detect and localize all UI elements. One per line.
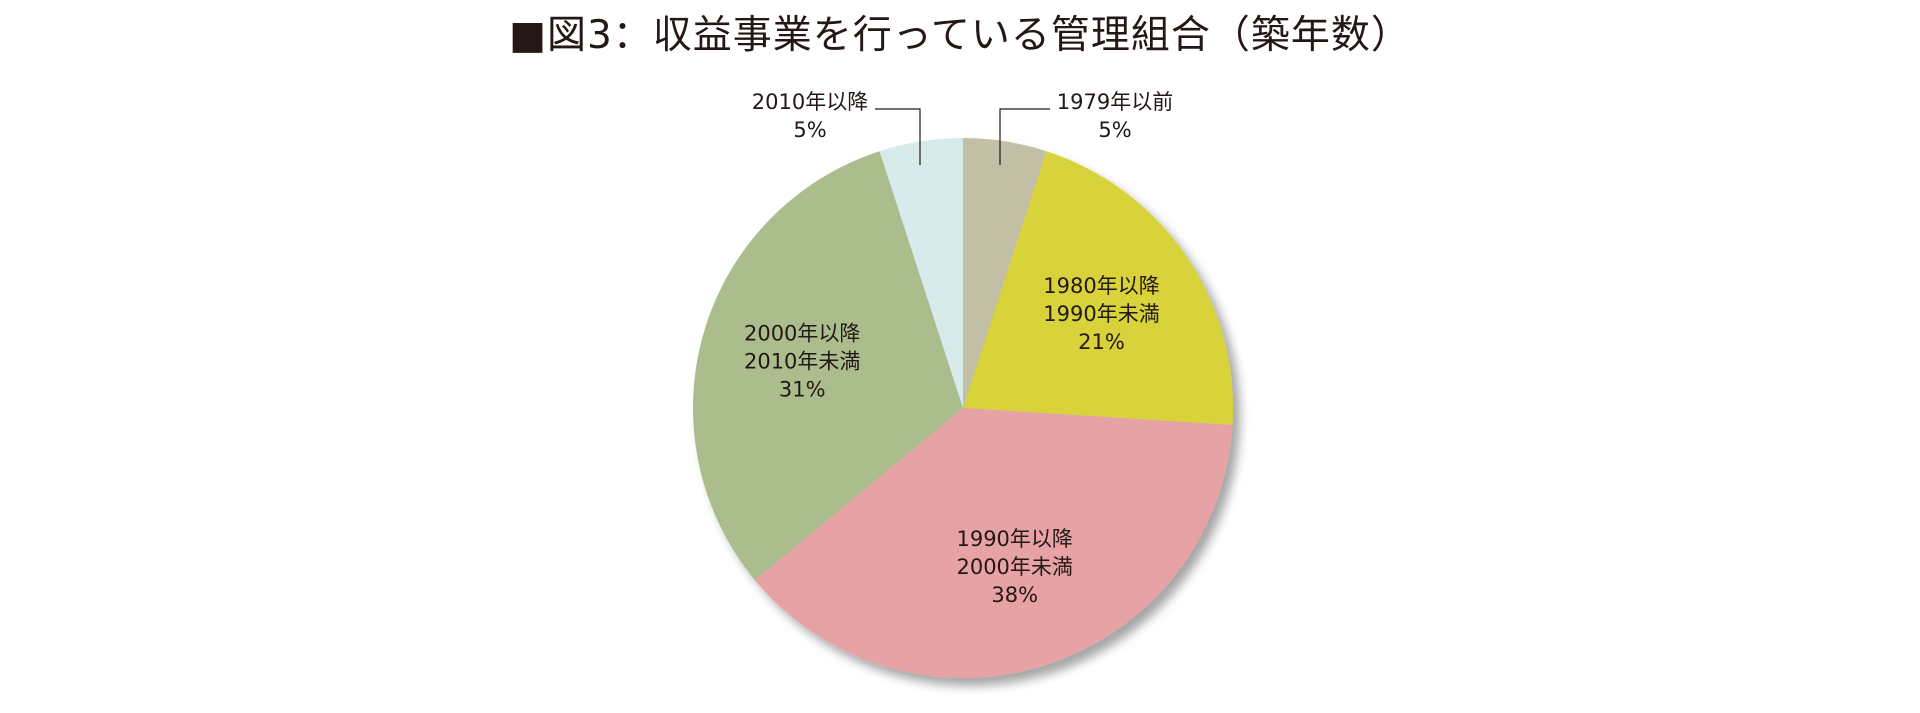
slice-category-label: 1990年未満 (1043, 302, 1159, 326)
slice-category-label: 1979年以前 (1057, 90, 1173, 114)
slice-value-label: 5% (1098, 118, 1131, 142)
slice-value-label: 38% (991, 583, 1038, 607)
slice-category-label: 2010年未満 (744, 349, 860, 373)
pie-slice (963, 137, 1047, 408)
slice-value-label: 31% (779, 377, 826, 401)
pie-slice (879, 137, 963, 408)
slice-category-label: 2000年未満 (956, 555, 1072, 579)
pie-slice (963, 151, 1234, 425)
slice-category-label: 1990年以降 (956, 527, 1072, 551)
slice-label: 1990年以降 2000年未満 38% (956, 527, 1072, 607)
slice-category-label: 1980年以降 (1043, 274, 1159, 298)
slice-label: 2000年以降 2010年未満 31% (744, 321, 860, 401)
slice-value-label: 5% (793, 118, 826, 142)
slice-label: 1980年以降 1990年未満 21% (1043, 274, 1159, 354)
pie-slice (692, 151, 963, 581)
pie-slices (692, 137, 1234, 679)
slice-labels: 1979年以前 5% 1980年以降 1990年未満 21% 1990年以降 2000年未満… (744, 90, 1173, 607)
slice-value-label: 21% (1078, 330, 1125, 354)
slice-category-label: 2000年以降 (744, 321, 860, 345)
slice-label: 1979年以前 5% (1057, 90, 1173, 142)
slice-label: 2010年以降 5% (752, 90, 868, 142)
leader-line (875, 108, 921, 165)
slice-category-label: 2010年以降 (752, 90, 868, 114)
leader-line (999, 108, 1050, 165)
pie-slice (754, 408, 1233, 679)
chart-title: ■図3：収益事業を行っている管理組合（築年数） (509, 13, 1411, 58)
